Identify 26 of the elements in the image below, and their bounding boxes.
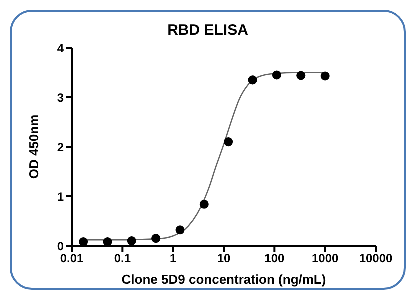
y-tick-label: 1 — [57, 190, 64, 204]
x-tick-label: 1 — [170, 252, 177, 266]
point — [320, 72, 330, 81]
y-tick-label: 3 — [57, 90, 64, 105]
x-tick-label: 100 — [264, 252, 285, 266]
point — [248, 76, 258, 85]
point — [224, 138, 234, 147]
chart-title: RBD ELISA — [166, 22, 250, 39]
x-axis-title: Clone 5D9 concentration (ng/mL) — [122, 272, 326, 287]
x-tick-label: 10 — [217, 252, 231, 266]
point — [152, 234, 161, 244]
x-tick-label: 10000 — [359, 252, 394, 266]
y-tick-label: 4 — [57, 41, 64, 56]
y-tick-label: 2 — [57, 140, 64, 154]
point — [79, 238, 88, 246]
y-tick-label: 0 — [57, 239, 64, 254]
x-tick-label: 1000 — [312, 252, 340, 266]
y-axis-title: OD 450nm — [26, 114, 42, 180]
x-tick-label: 0.1 — [114, 252, 132, 266]
point — [176, 226, 185, 235]
point — [103, 238, 112, 246]
point — [272, 70, 282, 80]
point — [200, 200, 209, 209]
point — [296, 71, 306, 80]
x-tick-label: 0.01 — [60, 252, 84, 266]
point — [127, 236, 136, 246]
